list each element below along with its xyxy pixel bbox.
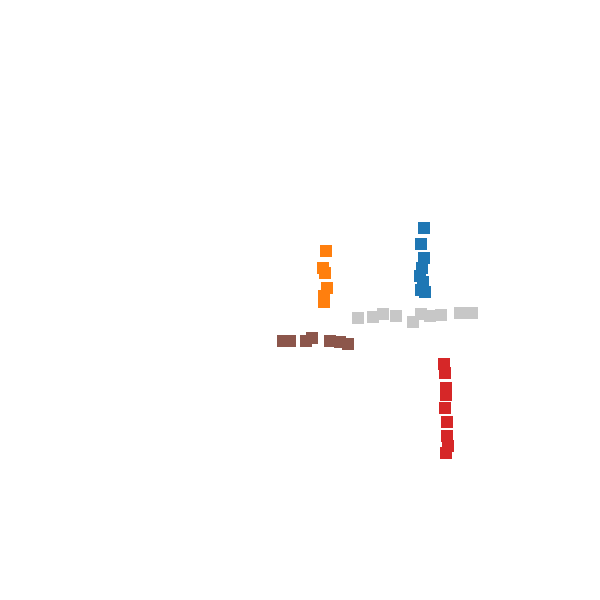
series-3-point-7	[424, 310, 436, 322]
series-4-point-7	[342, 338, 354, 350]
series-5-point-7	[441, 430, 453, 442]
series-2	[317, 245, 333, 308]
series-5-point-9	[440, 447, 452, 459]
series-3-point-10	[466, 307, 478, 319]
series-5-point-4	[440, 389, 452, 401]
series-3-point-3	[377, 308, 389, 320]
series-3-point-4	[390, 310, 402, 322]
series-3-point-1	[352, 312, 364, 324]
series-5-point-5	[439, 402, 451, 414]
series-2-point-1	[320, 245, 332, 257]
series-3	[352, 307, 478, 328]
series-1	[414, 222, 431, 298]
series-3-point-8	[435, 309, 447, 321]
series-1-point-3	[418, 252, 430, 264]
series-1-point-8	[419, 286, 431, 298]
series-1-point-1	[418, 222, 430, 234]
series-5-point-2	[439, 367, 451, 379]
series-4	[277, 332, 354, 350]
series-5	[438, 358, 454, 459]
series-5-point-6	[441, 416, 453, 428]
series-1-point-2	[415, 238, 427, 250]
series-2-point-6	[318, 296, 330, 308]
series-4-point-2	[284, 335, 296, 347]
series-4-point-4	[306, 332, 318, 344]
series-4-point-5	[324, 335, 336, 347]
plot-marks	[277, 222, 478, 459]
series-3-point-9	[454, 307, 466, 319]
series-2-point-3	[319, 267, 331, 279]
series-3-point-2	[367, 311, 379, 323]
